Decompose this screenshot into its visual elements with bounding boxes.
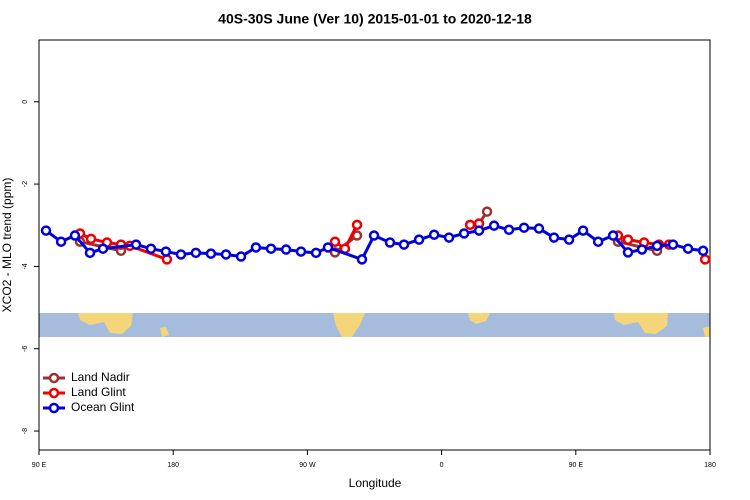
legend-label: Land Nadir [71, 370, 130, 384]
y-tick-label: -4 [22, 263, 29, 269]
data-point [145, 243, 157, 254]
data-point [682, 243, 694, 254]
data-point [250, 242, 262, 253]
y-tick-label: -6 [22, 346, 29, 352]
data-point [548, 232, 560, 243]
data-point [473, 225, 485, 236]
x-tick-label: 180 [167, 462, 179, 469]
data-point [384, 237, 396, 248]
data-point [368, 230, 380, 241]
data-point [518, 222, 530, 233]
data-point [699, 254, 711, 265]
data-point [356, 254, 368, 265]
data-point [280, 244, 292, 255]
data-point [265, 243, 277, 254]
y-axis-label: XCO2 - MLO trend (ppm) [0, 178, 14, 313]
data-point [413, 234, 425, 245]
y-tick-label: -8 [22, 428, 29, 434]
data-point [443, 232, 455, 243]
data-point [651, 240, 663, 252]
data-point [55, 236, 67, 247]
data-point [622, 247, 634, 258]
data-point [329, 236, 341, 247]
chart-title: 40S-30S June (Ver 10) 2015-01-01 to 2020… [218, 11, 532, 27]
data-point [130, 239, 142, 250]
data-point [220, 249, 232, 260]
data-point [40, 225, 52, 236]
x-axis-label: Longitude [349, 476, 402, 490]
data-point [428, 229, 440, 240]
data-point [175, 249, 187, 260]
data-point [636, 244, 648, 255]
data-point [97, 243, 109, 254]
data-point [481, 206, 493, 217]
legend-label: Land Glint [71, 385, 126, 399]
data-point [488, 220, 500, 231]
data-point [69, 230, 81, 241]
data-point [503, 224, 515, 236]
y-tick-label: 0 [22, 100, 29, 104]
data-point [697, 245, 709, 257]
data-point [235, 251, 247, 262]
data-point [351, 230, 363, 241]
x-tick-label: 180 [704, 462, 716, 469]
data-point [563, 234, 575, 245]
data-point [84, 247, 96, 259]
data-point [322, 242, 334, 253]
data-point [667, 239, 679, 250]
data-point [607, 230, 619, 241]
x-tick-label: 90 E [32, 462, 47, 469]
legend-marker [48, 402, 60, 414]
x-tick-label: 0 [440, 462, 444, 469]
data-point [85, 233, 97, 245]
data-point [160, 246, 172, 257]
legend-marker [48, 387, 60, 399]
legend-marker [48, 372, 60, 384]
data-point [295, 246, 307, 257]
data-point [464, 219, 476, 231]
data-point [310, 247, 322, 259]
x-tick-label: 90 W [299, 462, 316, 469]
data-point [622, 234, 634, 245]
data-point [458, 228, 470, 239]
data-point [592, 236, 604, 247]
data-point [351, 219, 363, 231]
data-point [533, 223, 545, 234]
data-point [398, 239, 410, 250]
data-point [577, 225, 589, 236]
data-point [190, 247, 202, 259]
y-tick-label: -2 [22, 181, 29, 187]
data-point [205, 248, 217, 259]
legend-label: Ocean Glint [71, 400, 135, 414]
x-tick-label: 90 E [569, 462, 584, 469]
plot-frame [38, 39, 711, 451]
map-strip [39, 313, 710, 337]
